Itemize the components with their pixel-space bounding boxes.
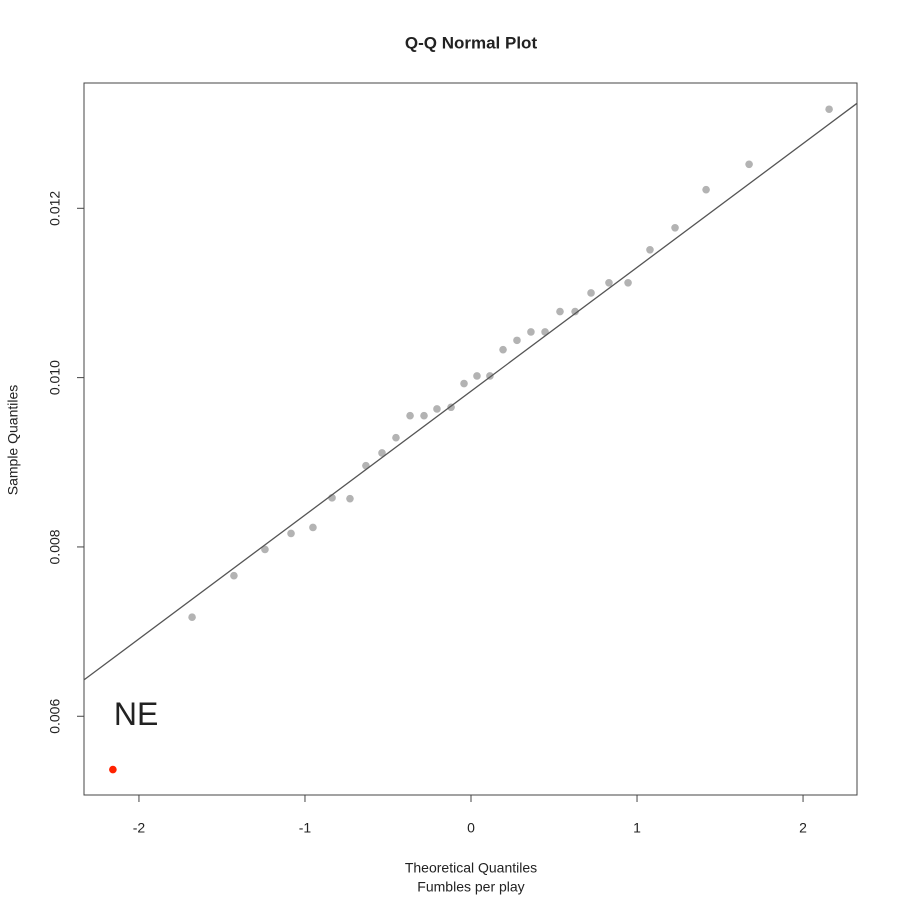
point bbox=[671, 223, 679, 232]
point bbox=[473, 372, 481, 380]
point bbox=[433, 405, 441, 413]
point bbox=[460, 379, 468, 388]
x-tick-label: -2 bbox=[133, 820, 146, 836]
point bbox=[287, 529, 295, 538]
point bbox=[624, 279, 632, 287]
x-axis-label: Theoretical Quantiles bbox=[405, 860, 537, 876]
point bbox=[513, 336, 521, 345]
point bbox=[420, 411, 428, 420]
point bbox=[406, 411, 414, 420]
point bbox=[261, 545, 269, 554]
y-tick-label: 0.010 bbox=[47, 360, 63, 395]
point bbox=[745, 160, 753, 169]
point bbox=[556, 307, 564, 316]
point bbox=[825, 105, 833, 114]
point bbox=[188, 613, 196, 622]
point bbox=[109, 765, 117, 774]
point bbox=[230, 571, 238, 580]
y-tick-label: 0.008 bbox=[47, 529, 63, 564]
chart-title: Q-Q Normal Plot bbox=[405, 33, 538, 52]
x-axis-sublabel: Fumbles per play bbox=[417, 879, 524, 895]
y-tick-label: 0.006 bbox=[47, 699, 63, 734]
x-tick-label: -1 bbox=[299, 820, 312, 836]
point bbox=[309, 523, 317, 532]
point bbox=[527, 328, 535, 336]
y-axis-label: Sample Quantiles bbox=[5, 385, 21, 496]
point-label: NE bbox=[114, 696, 158, 732]
y-tick-label: 0.012 bbox=[47, 191, 63, 226]
reference-line bbox=[84, 103, 857, 680]
x-tick-label: 1 bbox=[633, 820, 641, 836]
point bbox=[605, 279, 613, 287]
point bbox=[571, 307, 579, 316]
x-tick-label: 0 bbox=[467, 820, 475, 836]
point bbox=[587, 289, 595, 297]
point bbox=[499, 345, 507, 354]
point bbox=[646, 245, 654, 254]
point bbox=[702, 185, 710, 194]
x-tick-label: 2 bbox=[799, 820, 807, 836]
point bbox=[378, 449, 386, 457]
point bbox=[346, 494, 354, 503]
point bbox=[392, 433, 400, 442]
